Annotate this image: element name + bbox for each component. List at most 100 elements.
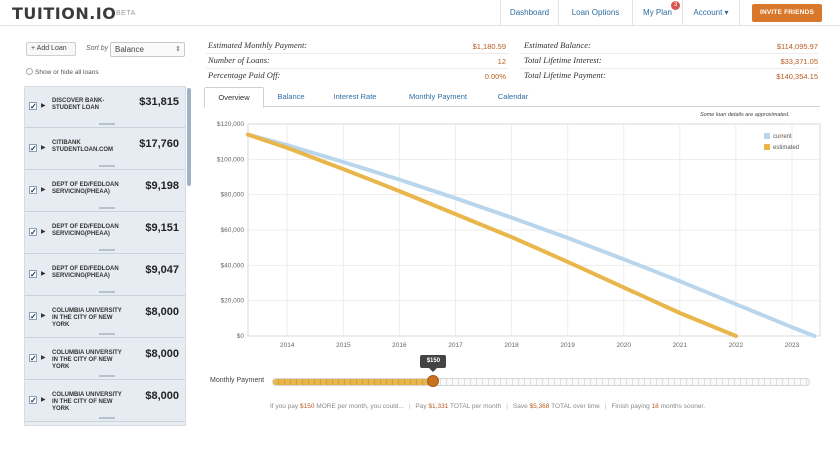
loan-item[interactable]: ✓ ▶ COLUMBIA UNIVERSITY IN THE CITY OF N… [25, 297, 185, 338]
summary-value: 12 [497, 57, 506, 66]
divider [206, 53, 508, 54]
sort-by-label: Sort by [86, 45, 109, 52]
drag-handle-icon[interactable] [99, 165, 115, 167]
tooltip-arrow-icon [429, 368, 438, 372]
x-tick-label: 2018 [504, 342, 519, 349]
expand-caret-icon[interactable]: ▶ [41, 187, 46, 193]
drag-handle-icon[interactable] [99, 249, 115, 251]
x-tick-label: 2020 [616, 342, 631, 349]
separator: | [408, 403, 411, 410]
loan-checkbox[interactable]: ✓ [29, 396, 37, 405]
loan-item[interactable]: ✓ ▶ COLUMBIA UNIVERSITY IN THE CITY OF N… [25, 381, 185, 422]
loan-checkbox[interactable]: ✓ [29, 270, 37, 279]
expand-caret-icon[interactable]: ▶ [41, 397, 46, 403]
drag-handle-icon[interactable] [99, 207, 115, 209]
nav-loan-options[interactable]: Loan Options [558, 0, 632, 26]
nav-account[interactable]: Account ▾ [682, 0, 740, 26]
slider-ticks [273, 379, 809, 385]
drag-handle-icon[interactable] [99, 417, 115, 419]
summary-value: 0.00% [484, 72, 506, 81]
info-text: Pay [415, 403, 429, 410]
loan-checkbox[interactable]: ✓ [29, 354, 37, 363]
info-text: If you pay [270, 403, 300, 410]
separator: | [604, 403, 607, 410]
loan-amount: $8,000 [145, 348, 179, 360]
tab-bar: Overview Balance Interest Rate Monthly P… [204, 87, 820, 108]
summary-label: Total Lifetime Interest: [524, 55, 602, 65]
show-hide-all-loans[interactable]: Show or hide all loans [26, 68, 99, 76]
summary-value: $114,095.97 [776, 42, 818, 51]
expand-caret-icon[interactable]: ▶ [41, 355, 46, 361]
slider-value-tooltip: $150 [420, 355, 447, 368]
loan-name: DISCOVER BANK-STUDENT LOAN [52, 98, 105, 111]
loan-item[interactable]: ✓ ▶ COLUMBIA UNIVERSITY IN THE CITY OF N… [25, 339, 185, 380]
divider [520, 53, 818, 54]
toggle-radio-icon[interactable] [26, 68, 33, 75]
summary-value: $33,371.05 [780, 57, 818, 66]
info-text: Finish paying [611, 403, 652, 410]
loan-item[interactable]: ✓ ▶ DEPT OF ED/FEDLOAN SERVICING(PHEAA) … [25, 213, 185, 254]
monthly-payment-slider[interactable] [272, 378, 810, 386]
add-loan-button[interactable]: + Add Loan [26, 42, 76, 56]
loan-item[interactable]: ✓ ▶ DEPT OF ED/FEDLOAN SERVICING(PHEAA) … [25, 255, 185, 296]
legend-swatch [764, 144, 770, 150]
loan-item[interactable]: ✓ ▶ CITIBANK STUDENTLOAN.COM $17,760 [25, 129, 185, 170]
tab-overview[interactable]: Overview [204, 87, 264, 108]
sort-select[interactable]: Balance ⇕ [110, 42, 185, 57]
expand-caret-icon[interactable]: ▶ [41, 229, 46, 235]
show-hide-label: Show or hide all loans [35, 69, 99, 76]
loan-list-scrollbar[interactable] [187, 88, 191, 186]
loan-item[interactable]: ✓ ▶ DISCOVER BANK-STUDENT LOAN $31,815 [25, 87, 185, 128]
summary-label: Total Lifetime Payment: [524, 70, 606, 80]
loan-list[interactable]: ✓ ▶ DISCOVER BANK-STUDENT LOAN $31,815 ✓… [24, 86, 186, 426]
select-arrows-icon: ⇕ [175, 46, 181, 53]
loan-amount: $8,000 [145, 306, 179, 318]
separator: | [506, 403, 508, 410]
loan-checkbox[interactable]: ✓ [29, 102, 37, 111]
loan-amount: $8,000 [145, 390, 179, 402]
tab-balance[interactable]: Balance [277, 92, 305, 101]
expand-caret-icon[interactable]: ▶ [41, 271, 46, 277]
expand-caret-icon[interactable]: ▶ [41, 103, 46, 109]
expand-caret-icon[interactable]: ▶ [41, 145, 46, 151]
logo[interactable]: TUITION.IO [12, 4, 117, 23]
slider-handle[interactable] [427, 375, 440, 387]
loan-checkbox[interactable]: ✓ [29, 228, 37, 237]
monthly-payment-label: Monthly Payment [210, 377, 265, 384]
y-tick-label: $80,000 [221, 192, 245, 199]
balance-chart: $0 $20,000 $40,000 $60,000 $80,000 $100,000 $1… [217, 121, 821, 349]
nav-dashboard[interactable]: Dashboard [500, 0, 558, 26]
loan-amount: $9,047 [145, 264, 179, 276]
summary-label: Number of Loans: [208, 55, 270, 65]
summary-label: Estimated Balance: [524, 40, 591, 50]
x-tick-label: 2022 [729, 342, 744, 349]
payment-impact-summary: If you pay $150 MORE per month, you coul… [270, 403, 705, 410]
x-tick-label: 2017 [448, 342, 463, 349]
tab-calendar[interactable]: Calendar [497, 92, 529, 101]
drag-handle-icon[interactable] [99, 123, 115, 125]
drag-handle-icon[interactable] [99, 375, 115, 377]
legend-label: current [773, 134, 792, 140]
y-tick-label: $100,000 [217, 156, 244, 163]
beta-badge: BETA [116, 10, 136, 17]
tab-interest-rate[interactable]: Interest Rate [333, 92, 377, 101]
drag-handle-icon[interactable] [99, 291, 115, 293]
y-tick-label: $60,000 [221, 227, 245, 234]
invite-friends-button[interactable]: INVITE FRIENDS [752, 4, 822, 22]
loan-checkbox[interactable]: ✓ [29, 186, 37, 195]
approximation-note: Some loan details are approximated. [700, 112, 790, 118]
expand-caret-icon[interactable]: ▶ [41, 313, 46, 319]
loan-checkbox[interactable]: ✓ [29, 144, 37, 153]
nav-my-plan-label: My Plan [643, 8, 672, 17]
summary-label: Percentage Paid Off: [208, 70, 281, 80]
loan-item[interactable]: ✓ ▶ DEPT OF ED/FEDLOAN SERVICING(PHEAA) … [25, 171, 185, 212]
drag-handle-icon[interactable] [99, 333, 115, 335]
sort-value: Balance [115, 45, 144, 54]
tab-monthly-payment[interactable]: Monthly Payment [409, 92, 467, 101]
loan-name: COLUMBIA UNIVERSITY IN THE CITY OF NEW Y… [52, 350, 122, 370]
loan-name: DEPT OF ED/FEDLOAN SERVICING(PHEAA) [52, 266, 119, 279]
nav-my-plan[interactable]: My Plan [632, 0, 682, 26]
info-amount: $150 [300, 403, 315, 410]
loan-checkbox[interactable]: ✓ [29, 312, 37, 321]
summary-value: $140,354.15 [776, 72, 818, 81]
